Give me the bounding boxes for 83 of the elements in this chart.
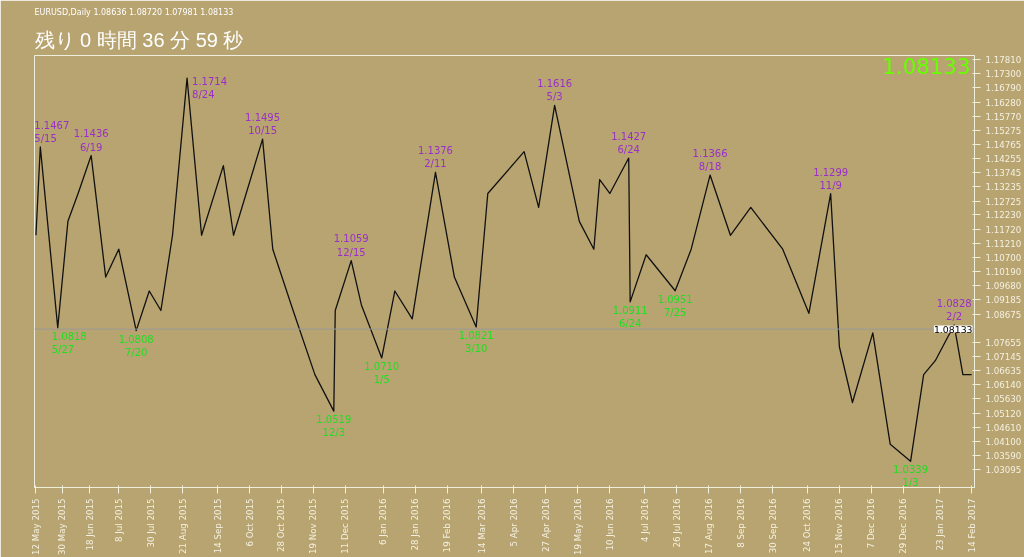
annotation: 1.0519 12/3 <box>316 414 352 439</box>
x-tick-label: 23 Jan 2017 <box>934 498 945 551</box>
y-tick-label: 1.04610 <box>985 422 1022 433</box>
x-tick-label: 7 Dec 2016 <box>866 498 877 549</box>
x-tick-label: 19 Feb 2016 <box>442 498 453 553</box>
x-tick-label: 14 Feb 2017 <box>966 498 977 553</box>
y-tick-label: 1.03095 <box>985 465 1022 476</box>
x-tick-label: 28 Oct 2015 <box>276 498 287 553</box>
y-tick-label: 1.17300 <box>985 69 1022 80</box>
annotation: 1.0818 5/27 <box>51 330 87 355</box>
y-tick-label: 1.16790 <box>985 83 1022 94</box>
annotation: 1.08133 <box>882 53 971 79</box>
annotation: 1.1059 12/15 <box>333 233 369 258</box>
annotation: 1.1495 10/15 <box>245 111 281 137</box>
chart-title: 残り 0 時間 36 分 59 秒 <box>34 28 244 51</box>
annotation: 1.0821 3/10 <box>458 329 494 355</box>
annotation: 1.1616 5/3 <box>537 78 573 103</box>
x-tick-label: 19 May 2016 <box>572 498 583 555</box>
y-tick-label: 1.03590 <box>985 451 1022 462</box>
annotation: 1.1366 8/18 <box>692 147 728 173</box>
y-tick-label: 1.10190 <box>985 267 1022 278</box>
x-tick-label: 15 Nov 2016 <box>834 498 845 554</box>
y-tick-label: 1.09185 <box>985 295 1022 306</box>
chart-subtitle: EURUSD,Daily 1.08636 1.08720 1.07981 1.08133 <box>34 7 234 17</box>
y-tick-label: 1.14765 <box>985 139 1022 150</box>
y-tick-label: 1.07145 <box>985 352 1022 363</box>
x-tick-label: 27 Apr 2016 <box>540 498 551 553</box>
y-tick-label: 1.05120 <box>985 408 1022 419</box>
annotation: 1.1376 2/11 <box>417 145 453 170</box>
y-tick-label: 1.16280 <box>985 97 1022 108</box>
y-tick-label: 1.14255 <box>985 153 1022 164</box>
x-tick-label: 21 Aug 2015 <box>177 498 188 554</box>
x-tick-label: 26 Jul 2016 <box>671 498 682 548</box>
annotation: 1.1436 6/19 <box>73 128 109 153</box>
x-tick-label: 30 Sep 2016 <box>767 498 778 554</box>
annotation: 1.1427 6/24 <box>611 130 647 156</box>
x-tick-label: 18 Jun 2015 <box>84 498 95 551</box>
y-tick-label: 1.05630 <box>985 394 1022 405</box>
x-tick-label: 17 Aug 2016 <box>703 498 714 554</box>
annotation: 1.0828 2/2 <box>936 297 972 323</box>
y-tick-label: 1.04100 <box>985 437 1022 448</box>
x-tick-label: 10 Jun 2016 <box>604 498 615 551</box>
x-tick-label: 29 Dec 2016 <box>898 498 909 554</box>
x-tick-label: 6 Oct 2015 <box>244 498 255 547</box>
y-tick-label: 1.15275 <box>985 125 1022 136</box>
y-tick-label: 1.13745 <box>985 168 1022 179</box>
y-tick-label: 1.12725 <box>985 196 1022 207</box>
y-tick-label: 1.11210 <box>985 238 1022 249</box>
x-tick-label: 5 Apr 2016 <box>508 498 519 547</box>
y-tick-label: 1.15770 <box>985 111 1022 122</box>
x-tick-label: 14 Sep 2015 <box>212 498 223 554</box>
y-tick-label: 1.07655 <box>985 337 1022 348</box>
annotation: 1.1714 8/24 <box>192 76 228 101</box>
annotation: 1.0808 7/20 <box>118 333 154 358</box>
x-tick-label: 14 Mar 2016 <box>476 498 487 554</box>
x-tick-label: 12 May 2015 <box>30 498 41 555</box>
annotation: 1.0339 1/3 <box>893 464 929 489</box>
y-tick-label: 1.09680 <box>985 281 1022 292</box>
y-tick-label: 1.06140 <box>985 380 1022 391</box>
annotation: 1.0710 1/5 <box>364 360 400 386</box>
y-tick-label: 1.11720 <box>985 224 1022 235</box>
x-tick-label: 24 Oct 2016 <box>802 498 813 553</box>
y-tick-label: 1.10700 <box>985 253 1022 264</box>
line-series <box>35 77 973 462</box>
y-tick-label: 1.13235 <box>985 182 1022 193</box>
y-tick-label: 1.08675 <box>985 309 1022 320</box>
x-tick-label: 11 Dec 2015 <box>340 498 351 554</box>
x-tick-label: 6 Jan 2016 <box>378 498 389 545</box>
y-tick-label: 1.06635 <box>985 366 1022 377</box>
x-tick-label: 4 Jul 2016 <box>639 498 650 542</box>
x-tick-label: 8 Jul 2015 <box>113 498 124 542</box>
x-tick-label: 28 Jan 2016 <box>410 498 421 551</box>
x-tick-label: 30 May 2015 <box>57 498 68 555</box>
x-tick-label: 30 Jul 2015 <box>145 498 156 548</box>
ref-line-label: 1.08133 <box>933 323 973 335</box>
x-tick-label: 8 Sep 2016 <box>735 498 746 548</box>
annotation: 1.0951 7/25 <box>657 293 693 318</box>
annotation: 1.1467 5/15 <box>34 119 70 144</box>
y-tick-label: 1.12230 <box>985 210 1022 221</box>
annotation: 1.1299 11/9 <box>813 166 849 191</box>
y-tick-label: 1.17810 <box>985 54 1022 65</box>
x-tick-label: 19 Nov 2015 <box>308 498 319 554</box>
annotation: 1.0911 6/24 <box>612 304 648 330</box>
